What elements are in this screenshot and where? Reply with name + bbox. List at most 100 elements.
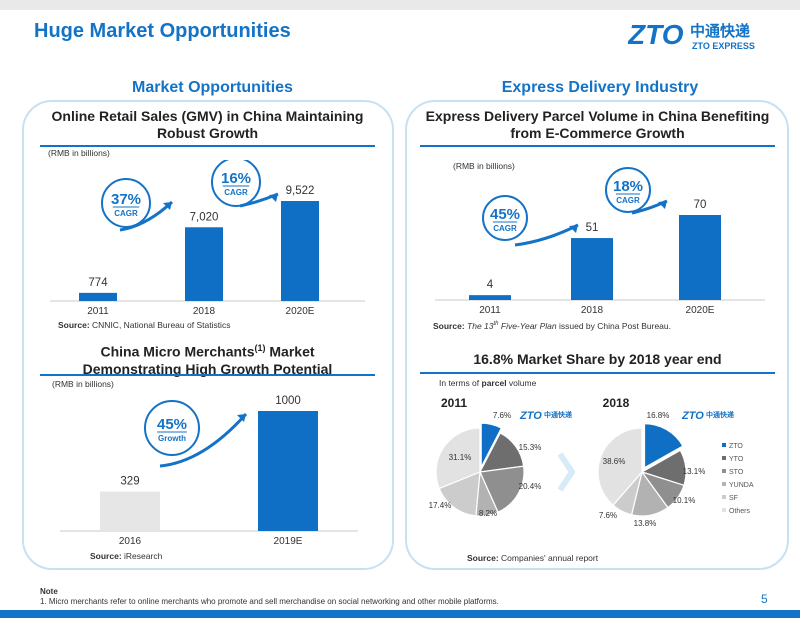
chart1-title: Online Retail Sales (GMV) in China Maint… [51,108,364,141]
logo-en: ZTO EXPRESS [692,41,755,51]
cagr-callout-3-value: 45% [490,206,520,223]
chart3-source-sup: th [493,321,499,328]
slice-ZTO [643,423,684,469]
bar-2018 [185,227,223,301]
top-bar [0,0,800,10]
chart3-source-post: Five-Year Plan [498,321,557,331]
cagr-callout-4: 18%CAGR [605,167,668,215]
logo-cn: 中通快递 [690,22,750,40]
tick-2018: 2018 [581,305,604,316]
legend-label-YUNDA: YUNDA [729,482,754,489]
pie-year-2011: 2011 [441,396,467,410]
chart3-source: Source: The 13th Five-Year Plan issued b… [433,321,671,331]
cagr-callout-2: 16%CAGR [211,157,279,208]
tick-2011: 2011 [479,305,501,316]
pie-logo-mark: ZTO [681,410,704,422]
chart1-source-label: Source: [58,320,90,330]
chart2-rule [40,374,375,376]
value-label-2018: 51 [586,222,599,234]
tick-2018: 2018 [193,306,216,317]
legend-label-STO: STO [729,469,744,476]
cagr-callout-2-label: CAGR [224,188,248,197]
legend-swatch-YTO [722,456,726,460]
chart2-title-sup: (1) [254,343,266,353]
cagr-callout-3-label: CAGR [493,224,517,233]
logo-mark: ZTO [628,20,684,50]
slice-label-STO: 10.1% [673,496,696,505]
slice-STO [479,465,525,513]
growth-callout-label: Growth [158,434,186,443]
legend-swatch-ZTO [722,443,726,447]
slice-label-YTO: 13.1% [683,467,706,476]
slice-label-Others: 38.6% [603,457,626,466]
chart3-unit-note: (RMB in billions) [453,161,515,171]
bar-2020E [281,201,319,301]
legend-swatch-YUNDA [722,482,726,486]
value-label-2020E: 70 [694,199,707,211]
slice-label-SF: 17.4% [429,501,452,510]
legend-swatch-STO [722,469,726,473]
legend: ZTO YTO STO YUNDA SF Others [722,443,754,515]
chart2-source-text: iResearch [124,551,163,561]
pie-logo: ZTO 中通快递 [681,410,735,422]
chart1-rule [40,145,375,147]
legend-swatch-Others [722,508,726,512]
cagr-callout-4-value: 18% [613,178,643,195]
chart2-title-main: China Micro Merchants [100,343,255,360]
bar-2018 [571,238,613,300]
pie-year-2018: 2018 [603,396,630,410]
right-section-title: Express Delivery Industry [501,79,699,96]
tick-2019E: 2019E [274,536,303,547]
chart3: 4 2011 51 2018 70 2020E 45% CAGR 18% CAGR [420,165,775,320]
page-number: 5 [761,592,768,606]
slice-label-ZTO: 7.6% [493,411,511,420]
slide-title: Huge Market Opportunities [34,20,291,42]
growth-callout: 45%Growth [144,400,248,468]
chart4: 2011 ZTO 中通快递 7.6% 15.3% 20.4% 8.2% 17.4% 31.1% 2… [420,392,780,552]
chart4-title: 16.8% Market Share by 2018 year end [473,351,722,367]
slice-Others [435,427,481,490]
chart2-source: Source: iResearch [90,551,162,561]
legend-label-ZTO: ZTO [729,443,743,450]
slice-SF [438,471,481,517]
pie-logo: ZTO 中通快递 [519,410,573,422]
chart1-unit-note: (RMB in billions) [48,148,110,158]
chart4-subtitle-pre: In terms of [439,378,482,388]
slice-label-STO: 20.4% [519,482,542,491]
left-panel [22,100,394,570]
bar-2016 [100,491,160,531]
growth-callout-value: 45% [157,416,187,433]
pie-2018: 2018 ZTO 中通快递 16.8% 13.1% 10.1% 13.8% 7.6% 38.6% [597,396,735,528]
bar-2020E [679,215,721,300]
left-section-title: Market Opportunities [132,79,293,96]
chart1-source: Source: CNNIC, National Bureau of Statis… [58,320,230,330]
chart4-subtitle-bold: parcel [481,378,507,388]
cagr-callout-1: 37%CAGR [101,178,174,232]
value-label-2020E: 9,522 [286,185,315,197]
cagr-callout-1-label: CAGR [114,209,138,218]
chart2-title-rest: Market [265,343,315,360]
chart4-source-label: Source: [467,553,499,563]
chart1-source-text: CNNIC, National Bureau of Statistics [92,320,231,330]
cagr-callout-4-label: CAGR [616,196,640,205]
slice-label-YTO: 15.3% [519,443,542,452]
pie-2011: 2011 ZTO 中通快递 7.6% 15.3% 20.4% 8.2% 17.4% 31.1% [429,396,573,518]
chart1: 774 2011 7,020 2018 9,522 2020E 37% CAGR 16% CAGR [40,157,375,320]
tick-2011: 2011 [87,306,109,317]
bar-2019E [258,411,318,531]
tick-2020E: 2020E [286,306,315,317]
pie-logo-mark: ZTO [519,410,542,422]
chart2-source-label: Source: [90,551,122,561]
chart4-rule [420,372,775,374]
cagr-callout-1-value: 37% [111,191,141,208]
pie-logo-cn: 中通快递 [544,410,573,419]
tick-2020E: 2020E [686,305,715,316]
chart2-title: China Micro Merchants(1) Market Demonstr… [40,340,375,378]
chart3-rule [420,145,775,147]
chart3-title: Express Delivery Parcel Volume in China … [425,108,770,141]
chart3-source-pre: The 13 [467,321,494,331]
value-label-2011: 774 [88,277,108,289]
value-label-2011: 4 [487,279,494,291]
chart2-title-line2: Demonstrating High Growth Potential [82,360,333,377]
growth-callout-arrow [159,412,248,468]
